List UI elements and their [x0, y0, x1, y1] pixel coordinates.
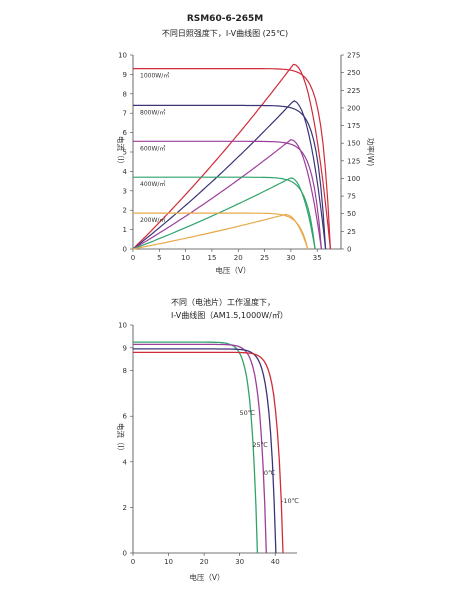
chart-1-y-tick-label: 4: [123, 168, 128, 176]
chart-2-x-tick-label: 0: [131, 558, 135, 566]
chart-1-x-tick-label: 15: [207, 254, 216, 262]
chart-1-y-tick-label: 9: [123, 71, 127, 79]
chart-2-series-label-0: 50℃: [239, 409, 255, 417]
chart-1-y2-tick-label: 125: [347, 157, 360, 165]
chart-1-iv-line-1: [133, 104, 327, 250]
chart-1-y-tick-label: 7: [123, 110, 127, 118]
chart-2-series-label-3: -10℃: [281, 497, 299, 505]
chart-1-series-label-1: 800W/㎡: [140, 108, 165, 116]
chart-1-y-tick-label: 3: [123, 187, 127, 195]
chart-1-y2-tick-label: 100: [347, 175, 360, 183]
chart-2-title-line-2: I-V曲线图（AM1.5,1000W/㎡）: [171, 311, 288, 320]
chart-1-y2-tick-label: 0: [347, 246, 351, 254]
chart-2-iv-line-3: [133, 351, 284, 554]
chart-1-y2-tick-label: 75: [347, 193, 356, 201]
chart-1-y-tick-label: 8: [123, 90, 127, 98]
chart-1-iv-line-0: [133, 68, 331, 250]
chart-1-y2-label: 功率(W): [366, 138, 376, 166]
chart-1-series-label-2: 600W/㎡: [140, 144, 165, 152]
chart-1-y-tick-label: 6: [123, 129, 128, 137]
chart-1-y2-tick-label: 275: [347, 52, 360, 60]
chart-2-series-label-2: 0℃: [264, 469, 275, 477]
chart-2-y-tick-label: 10: [118, 322, 127, 330]
chart-1-subtitle: 不同日照强度下，I-V曲线图 (25℃): [161, 29, 289, 38]
chart-1-power-line-3: [132, 177, 316, 250]
chart-1-x-tick-label: 30: [286, 254, 295, 262]
chart-1-x-tick-label: 5: [157, 254, 161, 262]
chart-2-y-tick-label: 6: [123, 413, 128, 421]
chart-1-title: RSM60-6-265M: [186, 14, 264, 24]
chart-2-title-line-1: 不同（电池片）工作温度下，: [171, 298, 275, 307]
chart-1-x-tick-label: 35: [313, 254, 322, 262]
chart-2-x-tick-label: 10: [164, 558, 173, 566]
chart-1-iv-line-3: [133, 176, 316, 250]
chart-1-x-tick-label: 0: [131, 254, 135, 262]
chart-2-x-tick-label: 30: [235, 558, 244, 566]
chart-2-iv-line-2: [133, 348, 277, 554]
chart-1-y2-tick-label: 225: [347, 87, 360, 95]
chart-1-y2-tick-label: 150: [347, 140, 360, 148]
chart-1-power-line-4: [132, 213, 309, 250]
chart-1-y-tick-label: 0: [123, 246, 127, 254]
chart-1-y2-tick-label: 25: [347, 228, 356, 236]
chart-1-power-line-2: [132, 139, 322, 250]
chart-2-y-tick-label: 9: [123, 344, 127, 352]
chart-1-y-tick-label: 10: [118, 52, 127, 60]
chart-1-y2-tick-label: 50: [347, 210, 356, 218]
chart-1-iv-line-4: [133, 212, 309, 250]
chart-1-x-tick-label: 20: [234, 254, 243, 262]
chart-1-series-label-0: 1000W/㎡: [140, 72, 169, 80]
chart-1-series-label-3: 400W/㎡: [140, 180, 165, 188]
chart-2-x-tick-label: 40: [271, 558, 280, 566]
chart-1-iv-line-2: [133, 140, 322, 250]
chart-1-x-tick-label: 25: [260, 254, 269, 262]
chart-1-y-label: 电流（I）: [116, 136, 126, 168]
chart-1-power-line-1: [132, 100, 327, 250]
chart-2-y-tick-label: 2: [123, 504, 127, 512]
chart-1-y2-tick-label: 175: [347, 122, 360, 130]
chart-1-y2-tick-label: 250: [347, 69, 360, 77]
chart-2-y-tick-label: 4: [123, 458, 128, 466]
chart-2-y-label: 电流（I）: [116, 423, 126, 455]
chart-1-y-tick-label: 2: [123, 207, 127, 215]
chart-2-series-label-1: 25℃: [252, 441, 268, 449]
chart-1-y-tick-label: 5: [123, 149, 127, 157]
chart-1-series-label-4: 200W/㎡: [140, 216, 165, 224]
chart-2-iv-line-0: [133, 341, 259, 554]
chart-2-y-tick-label: 8: [123, 367, 127, 375]
chart-1-x-label: 电压（V）: [215, 265, 250, 275]
chart-1-y-tick-label: 1: [123, 226, 127, 234]
chart-1-x-tick-label: 10: [181, 254, 190, 262]
chart-2-x-tick-label: 20: [200, 558, 209, 566]
chart-2-x-label: 电压（V）: [189, 572, 224, 582]
chart-2-y-tick-label: 0: [123, 550, 127, 558]
chart-1-y2-tick-label: 200: [347, 104, 360, 112]
